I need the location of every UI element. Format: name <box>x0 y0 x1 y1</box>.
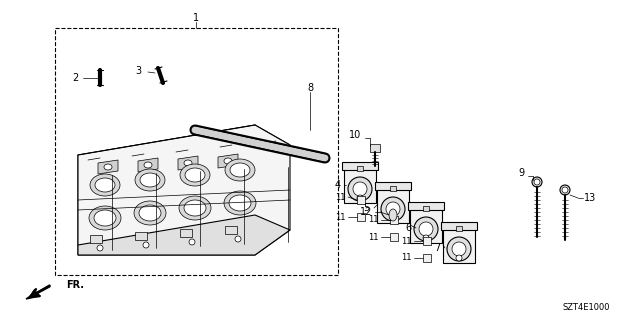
Text: 11: 11 <box>401 236 412 246</box>
Bar <box>410 207 442 243</box>
Bar <box>357 213 365 221</box>
Circle shape <box>414 217 438 241</box>
Circle shape <box>452 242 466 256</box>
Bar <box>135 232 147 240</box>
Ellipse shape <box>95 178 115 192</box>
Bar <box>225 226 237 234</box>
Ellipse shape <box>139 205 161 221</box>
Text: 6: 6 <box>405 223 411 233</box>
Bar <box>370 144 380 152</box>
Ellipse shape <box>184 160 192 166</box>
Polygon shape <box>78 155 115 245</box>
Bar <box>357 166 363 171</box>
Ellipse shape <box>225 159 255 181</box>
Text: 2: 2 <box>72 73 78 83</box>
Text: 3: 3 <box>135 66 141 76</box>
Circle shape <box>456 255 462 261</box>
Ellipse shape <box>104 164 112 170</box>
Polygon shape <box>78 215 290 255</box>
Text: 1: 1 <box>193 13 199 23</box>
Text: 11: 11 <box>335 192 345 202</box>
Circle shape <box>357 195 363 201</box>
Polygon shape <box>78 125 290 255</box>
Bar <box>377 187 409 223</box>
Bar <box>390 216 398 224</box>
Circle shape <box>348 177 372 201</box>
Ellipse shape <box>94 210 116 226</box>
Bar <box>375 182 411 190</box>
Ellipse shape <box>184 200 206 216</box>
Bar <box>344 167 376 203</box>
Circle shape <box>353 182 367 196</box>
Bar <box>456 226 462 231</box>
Text: 7: 7 <box>434 243 440 253</box>
Text: 11: 11 <box>368 216 378 225</box>
Bar <box>390 233 398 241</box>
Circle shape <box>447 237 471 261</box>
Ellipse shape <box>185 168 205 182</box>
Ellipse shape <box>180 164 210 186</box>
Ellipse shape <box>144 162 152 168</box>
Ellipse shape <box>90 174 120 196</box>
Ellipse shape <box>134 201 166 225</box>
Circle shape <box>235 236 241 242</box>
Bar <box>357 196 365 204</box>
Text: 11: 11 <box>368 233 378 241</box>
Polygon shape <box>78 125 290 175</box>
Circle shape <box>386 202 400 216</box>
Ellipse shape <box>230 163 250 177</box>
Bar <box>342 162 378 170</box>
Bar <box>180 229 192 237</box>
Text: 8: 8 <box>307 83 313 93</box>
Ellipse shape <box>140 173 160 187</box>
Ellipse shape <box>560 185 570 195</box>
Ellipse shape <box>135 169 165 191</box>
Bar <box>423 254 431 262</box>
Bar <box>390 186 396 191</box>
Ellipse shape <box>179 196 211 220</box>
Text: 11: 11 <box>401 254 412 263</box>
Ellipse shape <box>224 158 232 164</box>
Bar <box>423 237 431 245</box>
Circle shape <box>381 197 405 221</box>
Ellipse shape <box>532 177 542 187</box>
Circle shape <box>189 239 195 245</box>
Circle shape <box>143 242 149 248</box>
Polygon shape <box>218 154 238 168</box>
Text: FR.: FR. <box>66 280 84 290</box>
Text: SZT4E1000: SZT4E1000 <box>563 303 610 313</box>
Circle shape <box>423 235 429 241</box>
Circle shape <box>97 245 103 251</box>
Bar <box>408 202 444 210</box>
Polygon shape <box>26 292 40 299</box>
Text: 10: 10 <box>349 130 361 140</box>
Polygon shape <box>138 158 158 172</box>
Ellipse shape <box>89 206 121 230</box>
Bar <box>443 227 475 263</box>
Text: 13: 13 <box>584 193 596 203</box>
Polygon shape <box>98 160 118 174</box>
Ellipse shape <box>229 195 251 211</box>
Circle shape <box>419 222 433 236</box>
Text: 4: 4 <box>335 180 341 190</box>
Text: 12: 12 <box>360 207 372 217</box>
Ellipse shape <box>224 191 256 215</box>
Ellipse shape <box>534 179 540 185</box>
Polygon shape <box>178 156 198 170</box>
Bar <box>90 235 102 243</box>
Text: 11: 11 <box>335 212 345 221</box>
Bar <box>441 222 477 230</box>
Text: 9: 9 <box>518 168 524 178</box>
Circle shape <box>390 215 396 221</box>
Bar <box>55 28 338 275</box>
Bar <box>423 206 429 211</box>
Ellipse shape <box>389 209 397 221</box>
Ellipse shape <box>562 187 568 193</box>
Text: 5: 5 <box>363 203 369 213</box>
